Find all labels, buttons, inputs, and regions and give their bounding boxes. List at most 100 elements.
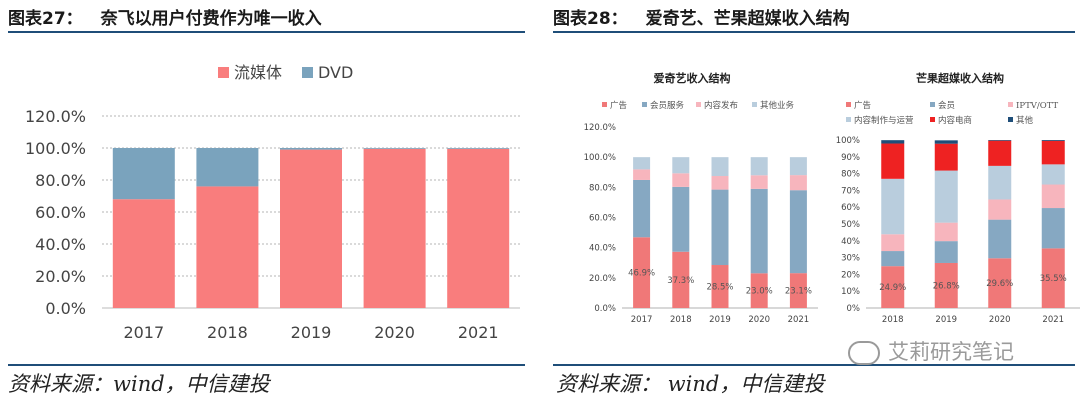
data-label: 26.8%: [933, 281, 960, 291]
bar-segment-2019-2: [711, 176, 729, 190]
data-label: 24.9%: [879, 283, 906, 293]
x-tick-label: 2019: [291, 323, 332, 342]
source-right: 资料来源： wind，中信建投: [556, 372, 825, 396]
y-tick-label: 20.0%: [35, 267, 86, 286]
bar-streaming-2019: [280, 149, 342, 308]
bar-segment-2017-3: [633, 157, 651, 170]
figure-27-title: 奈飞以用户付费作为唯一收入: [100, 9, 322, 29]
bar-segment-2021-2: [1041, 184, 1065, 209]
bar-segment-2021-1: [1041, 208, 1065, 249]
footer-rule-right: [553, 364, 1075, 366]
bar-dvd-2021: [447, 148, 510, 149]
bar-segment-2017-2: [633, 169, 651, 180]
bar-segment-2020-0: [750, 273, 768, 308]
chart-title: 芒果超媒收入结构: [916, 71, 1004, 85]
figure-27-label: 图表27：: [8, 9, 83, 29]
bar-dvd-2019: [280, 148, 342, 150]
bar-segment-2019-1: [711, 189, 729, 266]
legend-swatch: [846, 102, 851, 107]
bar-segment-2020-3: [750, 157, 768, 176]
y-tick-label: 40.0%: [589, 244, 616, 254]
bar-segment-2018-0: [672, 251, 690, 308]
watermark: 艾莉研究笔记: [848, 336, 1014, 366]
y-tick-label: 50%: [841, 220, 860, 230]
bar-segment-2021-1: [789, 190, 807, 274]
bar-segment-2021-5: [1041, 140, 1065, 141]
wechat-icon: [848, 341, 880, 365]
x-tick-label: 2017: [123, 323, 164, 342]
bar-segment-2019-1: [934, 241, 958, 263]
x-tick-label: 2017: [631, 315, 653, 325]
bar-segment-2018-3: [881, 178, 905, 235]
y-tick-label: 20%: [841, 270, 860, 280]
data-label: 35.5%: [1040, 274, 1067, 284]
bar-segment-2020-2: [988, 199, 1012, 220]
bar-segment-2020-5: [988, 140, 1012, 141]
legend-label: 其他: [1016, 115, 1034, 126]
x-tick-label: 2018: [670, 315, 692, 325]
y-tick-label: 100%: [836, 136, 860, 146]
y-tick-label: 10%: [841, 287, 860, 297]
x-tick-label: 2019: [709, 315, 731, 325]
bar-segment-2021-0: [789, 273, 807, 308]
legend-swatch-dvd: [302, 67, 313, 78]
bar-segment-2018-4: [881, 143, 905, 179]
bar-segment-2020-2: [750, 175, 768, 189]
data-label: 23.1%: [785, 287, 812, 297]
legend-swatch-streaming: [218, 67, 229, 78]
legend-label: 广告: [610, 100, 627, 111]
bar-segment-2021-3: [1041, 164, 1065, 185]
bar-segment-2021-3: [789, 157, 807, 176]
bar-segment-2018-1: [881, 251, 905, 267]
y-tick-label: 20.0%: [589, 274, 616, 284]
x-tick-label: 2019: [935, 315, 957, 325]
y-tick-label: 60.0%: [35, 203, 86, 222]
y-tick-label: 120.0%: [584, 123, 616, 133]
bar-segment-2021-0: [1041, 248, 1065, 308]
legend-swatch: [1008, 102, 1013, 107]
bar-segment-2020-1: [750, 188, 768, 274]
y-tick-label: 0.0%: [45, 299, 86, 318]
legend-swatch: [846, 117, 851, 122]
bar-segment-2020-1: [988, 219, 1012, 259]
footer-rule-left: [8, 364, 525, 366]
legend-label: 会员: [938, 100, 955, 111]
bar-streaming-2017: [112, 199, 175, 308]
bar-streaming-2018: [196, 186, 259, 308]
legend-label: 其他业务: [760, 100, 795, 111]
bar-segment-2017-1: [633, 179, 651, 238]
y-tick-label: 80%: [841, 170, 860, 180]
data-label: 37.3%: [667, 276, 694, 286]
watermark-text: 艾莉研究笔记: [888, 340, 1014, 364]
bar-segment-2019-2: [934, 222, 958, 242]
legend-label-streaming: 流媒体: [234, 63, 282, 82]
header-rule-left: [8, 31, 525, 33]
y-tick-label: 40.0%: [35, 235, 86, 254]
legend-swatch: [930, 117, 935, 122]
x-tick-label: 2018: [882, 315, 904, 325]
bar-segment-2019-3: [711, 157, 729, 177]
x-tick-label: 2020: [989, 315, 1011, 325]
y-tick-label: 60.0%: [589, 214, 616, 224]
x-tick-label: 2020: [374, 323, 415, 342]
bar-segment-2019-0: [934, 262, 958, 308]
legend-swatch: [642, 102, 647, 107]
netflix-revenue-chart: 流媒体 DVD 0.0% 20.0% 40.0% 60.0% 80.0% 100.0% 120.…: [25, 63, 520, 342]
y-tick-label: 0%: [847, 304, 861, 314]
data-label: 46.9%: [628, 269, 655, 279]
y-tick-label: 80.0%: [589, 183, 616, 193]
figure-28-label: 图表28：: [553, 9, 628, 29]
bar-segment-2018-2: [881, 234, 905, 252]
legend-label: 内容制作与运营: [854, 115, 914, 126]
y-tick-label: 100.0%: [584, 153, 616, 163]
bar-segment-2019-3: [934, 170, 958, 223]
x-tick-label: 2020: [748, 315, 770, 325]
bar-segment-2017-0: [633, 237, 651, 308]
y-tick-label: 30%: [841, 254, 860, 264]
bar-segment-2020-0: [988, 258, 1012, 308]
y-tick-label: 0.0%: [594, 304, 616, 314]
x-tick-label: 2021: [788, 315, 810, 325]
legend-swatch: [696, 102, 701, 107]
bar-segment-2019-5: [934, 140, 958, 144]
